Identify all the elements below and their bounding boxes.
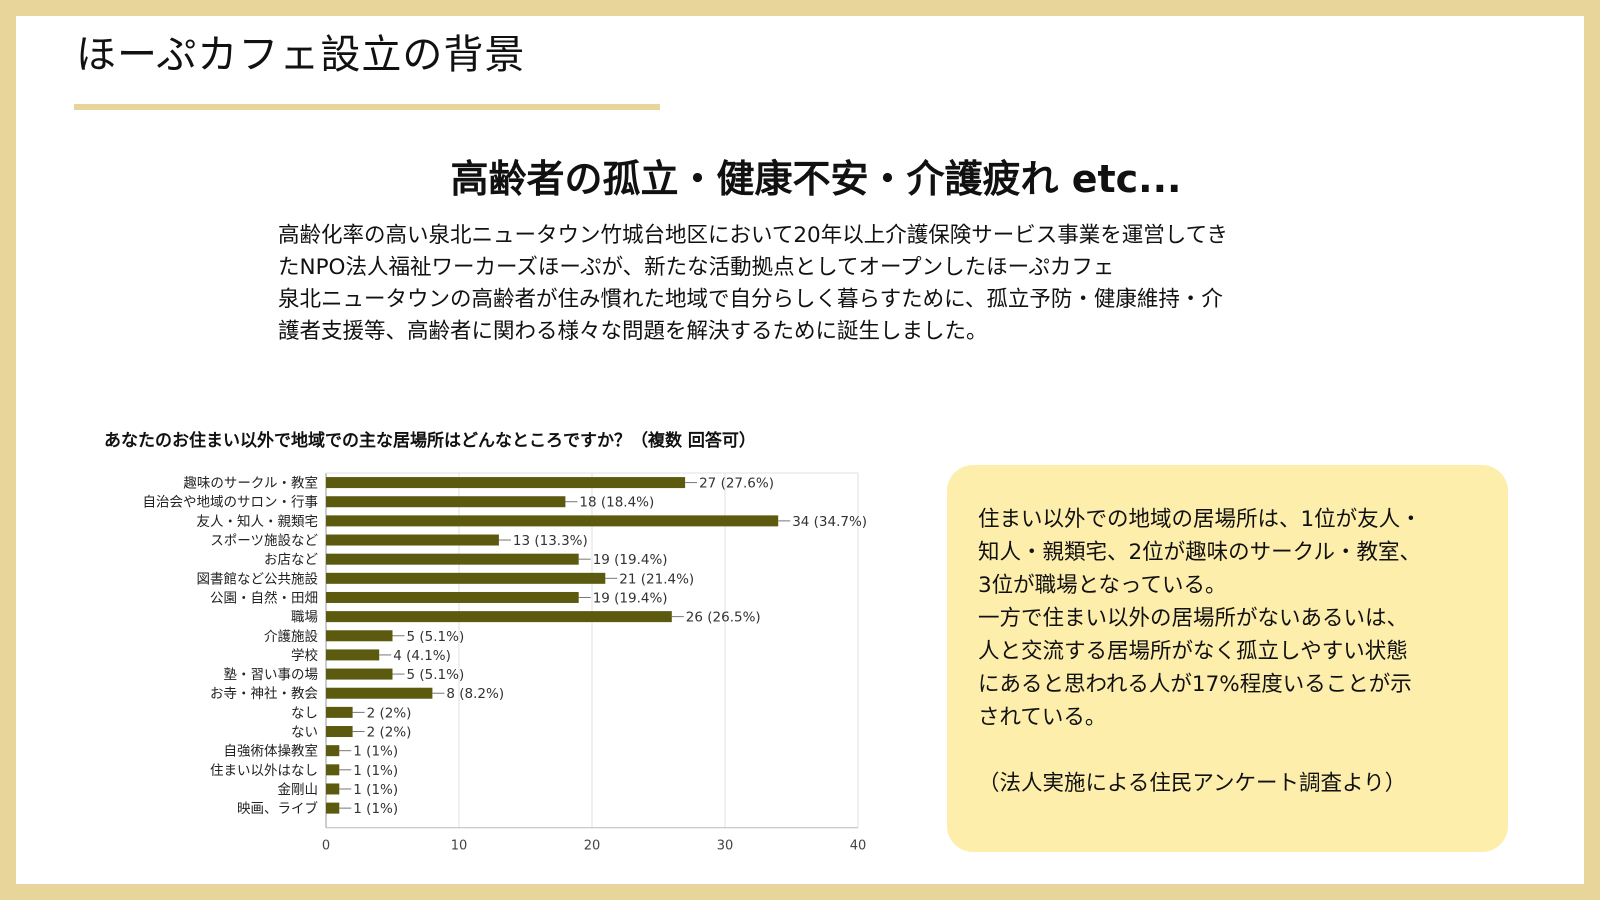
bar <box>326 649 380 661</box>
value-label: 1 (1%) <box>353 782 398 798</box>
callout-line: 人と交流する居場所がなく孤立しやすい状態 <box>978 639 1408 664</box>
intro-paragraph: 高齢化率の高い泉北ニュータウン竹城台地区において20年以上介護保険サービス事業を… <box>278 220 1338 348</box>
bar <box>326 515 779 527</box>
value-label: 2 (2%) <box>367 725 412 741</box>
x-tick-label: 30 <box>717 839 734 854</box>
x-tick-label: 0 <box>322 839 330 854</box>
value-label: 8 (8.2%) <box>446 686 504 702</box>
category-label: 学校 <box>291 647 318 664</box>
value-label: 19 (19.4%) <box>593 590 668 606</box>
chart-x-tick-labels: 0 10 20 30 40 <box>322 839 866 854</box>
chart-category-labels: 趣味のサークル・教室自治会や地域のサロン・行事友人・知人・親類宅スポーツ施設など… <box>143 475 319 818</box>
value-label: 26 (26.5%) <box>686 610 761 626</box>
category-label: 趣味のサークル・教室 <box>183 475 318 492</box>
slide: ほーぷカフェ設立の背景 高齢者の孤立・健康不安・介護疲れ etc... 高齢化率… <box>16 16 1584 884</box>
x-tick-label: 10 <box>451 839 468 854</box>
x-tick-label: 20 <box>584 839 601 854</box>
bar <box>326 534 499 546</box>
bar <box>326 496 566 508</box>
bar <box>326 726 353 738</box>
value-label: 27 (27.6%) <box>699 476 774 492</box>
category-label: 公園・自然・田畑 <box>210 589 318 606</box>
category-label: 住まい以外はなし <box>210 763 318 779</box>
value-label: 1 (1%) <box>353 801 398 817</box>
chart-value-labels: 27 (27.6%) 18 (18.4%) 34 (34.7%) 13 (13.3%)… <box>339 476 867 817</box>
category-label: 金剛山 <box>278 782 319 798</box>
category-label: お店など <box>264 552 318 568</box>
summary-callout: 住まい以外での地域の居場所は、1位が友人・ 知人・親類宅、2位が趣味のサークル・… <box>947 465 1508 852</box>
chart-title: あなたのお住まい以外で地域での主な居場所はどんなところですか？（複数 回答可） <box>104 431 756 451</box>
bar <box>326 802 340 814</box>
value-label: 34 (34.7%) <box>792 514 867 530</box>
bar <box>326 591 579 603</box>
bar <box>326 745 340 757</box>
category-label: 自治会や地域のサロン・行事 <box>143 495 319 511</box>
value-label: 4 (4.1%) <box>393 648 451 664</box>
callout-line: 一方で住まい以外の居場所がないあるいは、 <box>978 606 1409 631</box>
bar <box>326 572 606 584</box>
category-label: ない <box>291 725 318 741</box>
category-label: 図書館など公共施設 <box>197 571 319 587</box>
bar <box>326 706 353 718</box>
category-label: 塾・習い事の場 <box>224 667 319 683</box>
category-label: 友人・知人・親類宅 <box>197 513 319 530</box>
callout-line: にあると思われる人が17%程度いることが示 <box>978 672 1412 697</box>
x-tick-label: 40 <box>850 839 867 854</box>
callout-line: されている。 <box>978 705 1107 730</box>
category-label: 映画、ライブ <box>237 800 318 817</box>
bar <box>326 477 686 489</box>
callout-line: 住まい以外での地域の居場所は、1位が友人・ <box>978 507 1422 532</box>
value-label: 1 (1%) <box>353 763 398 779</box>
bar-chart: 趣味のサークル・教室自治会や地域のサロン・行事友人・知人・親類宅スポーツ施設など… <box>143 472 867 854</box>
category-label: 職場 <box>291 610 318 626</box>
value-label: 21 (21.4%) <box>619 571 694 587</box>
value-label: 19 (19.4%) <box>593 552 668 568</box>
value-label: 5 (5.1%) <box>407 629 465 645</box>
value-label: 13 (13.3%) <box>513 533 588 549</box>
title-underline <box>74 104 660 110</box>
intro-line: 泉北ニュータウンの高齢者が住み慣れた地域で自分らしく暮らすために、孤立予防・健康… <box>278 287 1223 312</box>
callout-text: 住まい以外での地域の居場所は、1位が友人・ 知人・親類宅、2位が趣味のサークル・… <box>978 503 1488 800</box>
intro-line: たNPO法人福祉ワーカーズほーぷが、新たな活動拠点としてオープンしたほーぷカフェ <box>278 255 1115 280</box>
category-label: スポーツ施設など <box>210 533 318 549</box>
bar <box>326 764 340 776</box>
category-label: 自強術体操教室 <box>224 743 319 760</box>
bar <box>326 783 340 795</box>
chart-bars <box>326 477 779 814</box>
intro-line: 高齢化率の高い泉北ニュータウン竹城台地区において20年以上介護保険サービス事業を… <box>278 223 1228 248</box>
bar <box>326 668 393 680</box>
intro-line: 護者支援等、高齢者に関わる様々な問題を解決するために誕生しました。 <box>278 319 988 344</box>
category-label: なし <box>291 705 318 721</box>
value-label: 5 (5.1%) <box>407 667 465 683</box>
callout-source: （法人実施による住民アンケート調査より） <box>978 771 1407 796</box>
bar <box>326 611 672 623</box>
bar <box>326 687 433 699</box>
bar <box>326 553 579 565</box>
value-label: 18 (18.4%) <box>579 495 654 511</box>
value-label: 2 (2%) <box>367 705 412 721</box>
chart-gridlines <box>325 472 859 829</box>
callout-line: 3位が職場となっている。 <box>978 573 1227 598</box>
category-label: 介護施設 <box>264 629 318 645</box>
headline: 高齢者の孤立・健康不安・介護疲れ etc... <box>450 157 1182 201</box>
value-label: 1 (1%) <box>353 744 398 760</box>
category-label: お寺・神社・教会 <box>210 686 318 702</box>
slide-title: ほーぷカフェ設立の背景 <box>76 32 526 78</box>
bar <box>326 630 393 642</box>
callout-line: 知人・親類宅、2位が趣味のサークル・教室、 <box>978 540 1422 565</box>
